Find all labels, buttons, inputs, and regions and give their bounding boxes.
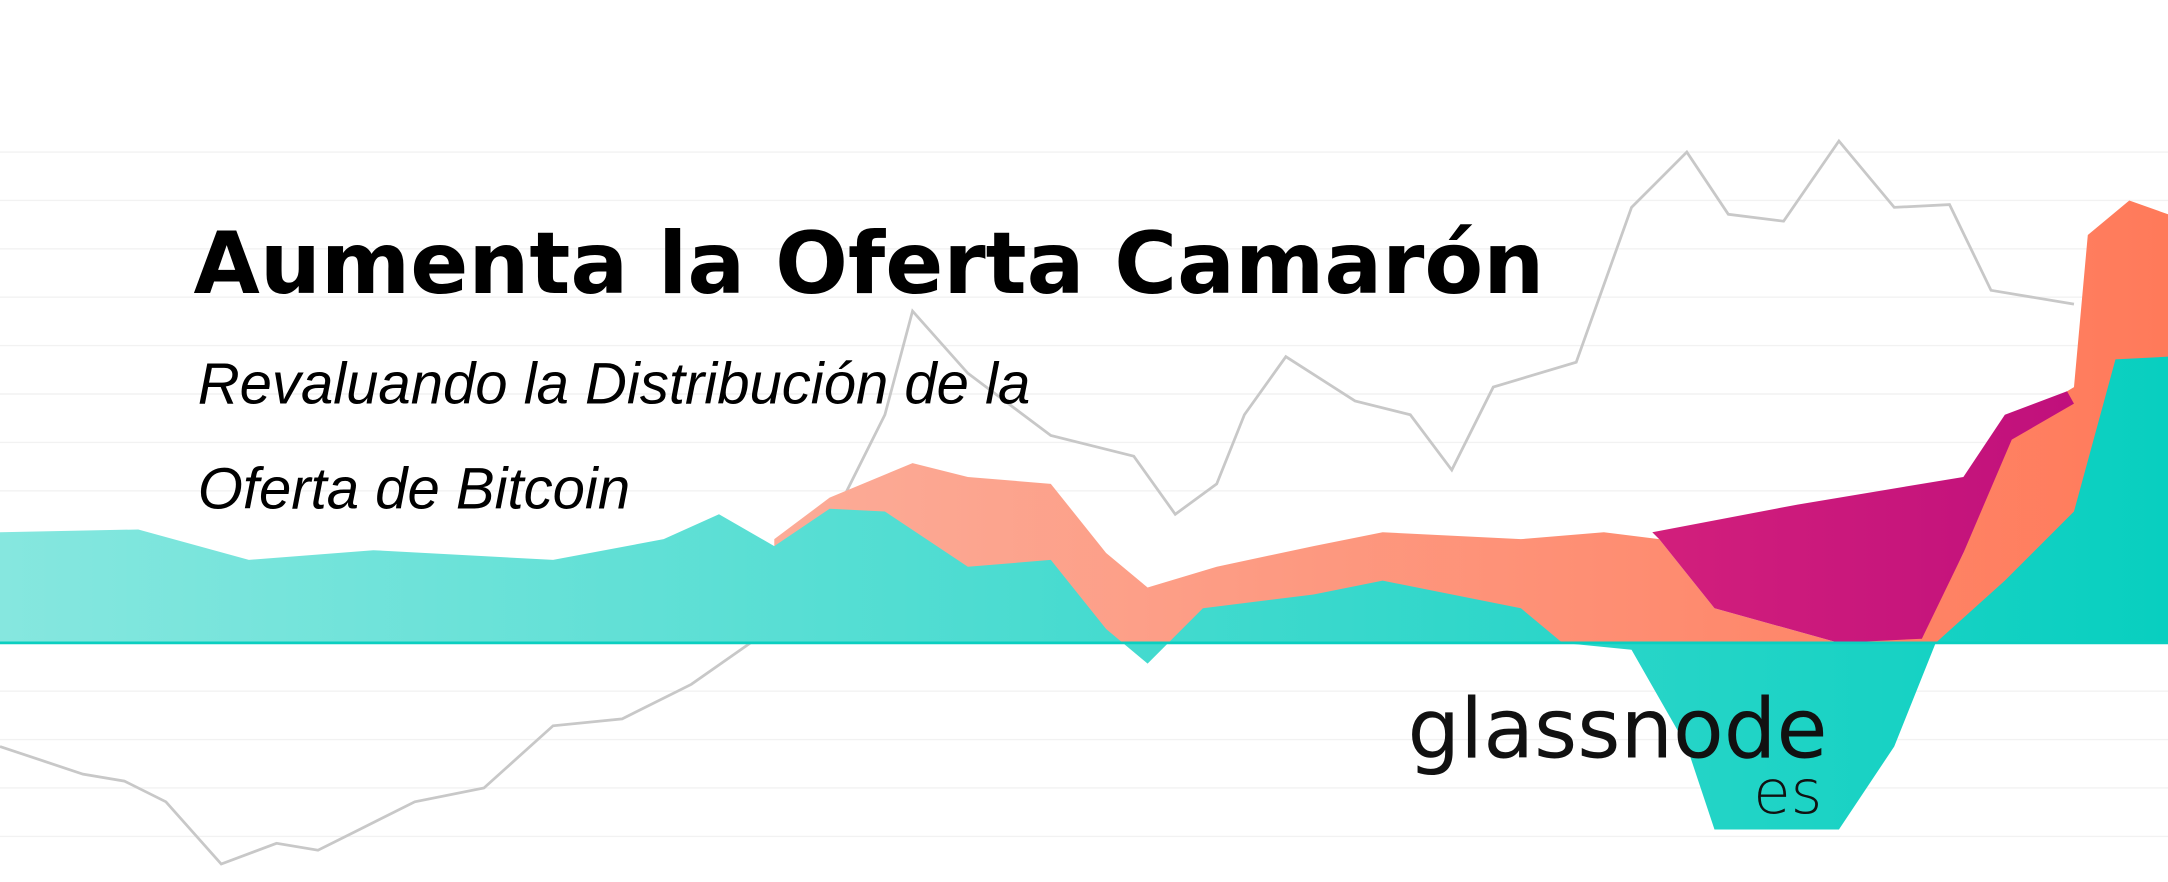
title: Aumenta la Oferta Camarón: [194, 214, 1545, 314]
subtitle-line: Revaluando la Distribución de la: [198, 352, 1031, 417]
logo-suffix: es: [1753, 758, 1822, 828]
logo-name: glassnode: [1408, 681, 1828, 778]
subtitle-line: Oferta de Bitcoin: [198, 457, 630, 522]
teal-area: [0, 356, 2168, 830]
magenta-area: [1652, 391, 2074, 643]
price-line: [0, 138, 2075, 866]
